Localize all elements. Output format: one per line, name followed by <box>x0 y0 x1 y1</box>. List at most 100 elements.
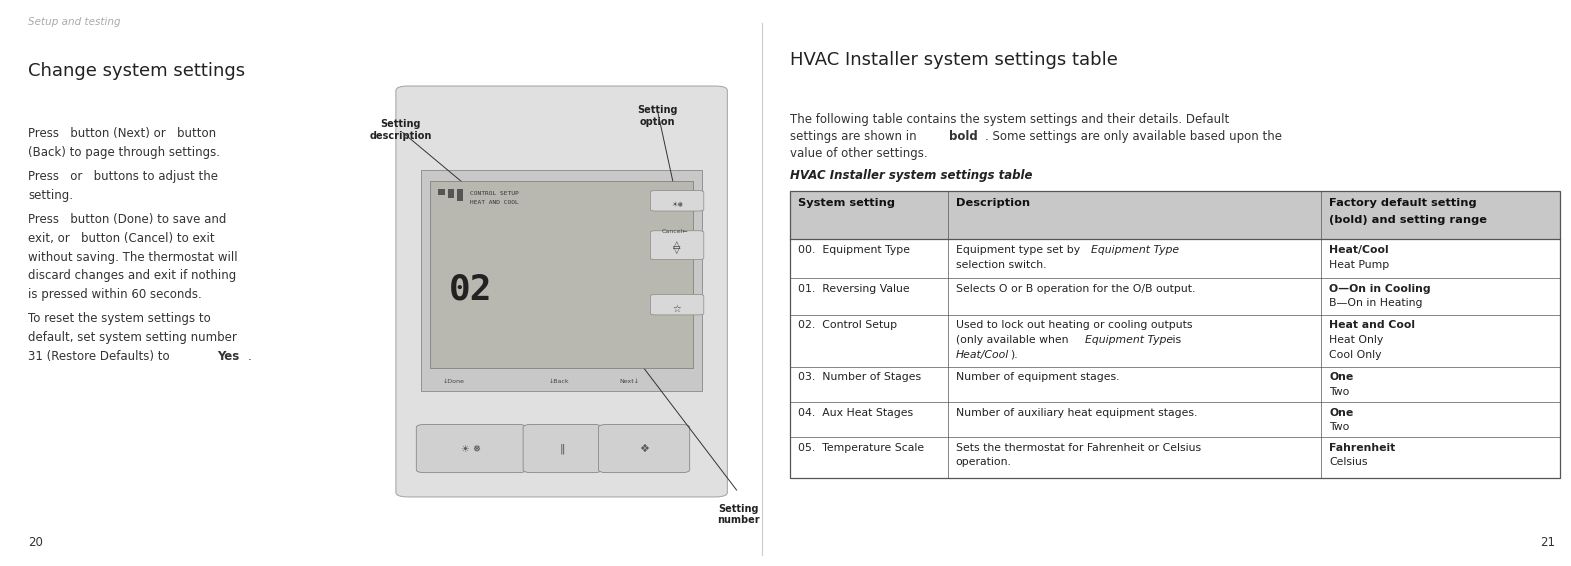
Text: Equipment Type: Equipment Type <box>1090 245 1178 255</box>
Text: 02.  Control Setup: 02. Control Setup <box>798 320 897 331</box>
Text: Press   button (Next) or   button: Press button (Next) or button <box>28 127 217 140</box>
Text: is: is <box>1169 335 1181 345</box>
Text: bold: bold <box>949 130 979 143</box>
Bar <box>448 189 454 198</box>
Text: Press   button (Done) to save and: Press button (Done) to save and <box>28 213 226 226</box>
Text: HVAC Installer system settings table: HVAC Installer system settings table <box>790 51 1119 69</box>
Bar <box>1321 402 1560 437</box>
Text: B—On in Heating: B—On in Heating <box>1329 298 1423 308</box>
Text: (bold) and setting range: (bold) and setting range <box>1329 215 1488 225</box>
Bar <box>1321 315 1560 367</box>
Text: 01.  Reversing Value: 01. Reversing Value <box>798 284 910 294</box>
FancyBboxPatch shape <box>396 86 727 497</box>
FancyBboxPatch shape <box>416 424 526 473</box>
Text: Cancel←: Cancel← <box>661 229 688 234</box>
Text: operation.: operation. <box>955 457 1012 468</box>
FancyBboxPatch shape <box>599 424 690 473</box>
Text: Fahrenheit: Fahrenheit <box>1329 443 1395 453</box>
Text: Two: Two <box>1329 422 1349 432</box>
Text: ☀ ❅: ☀ ❅ <box>462 444 481 454</box>
Text: O—On in Cooling: O—On in Cooling <box>1329 284 1431 294</box>
Bar <box>790 437 947 478</box>
Text: 21: 21 <box>1540 536 1555 549</box>
Text: without saving. The thermostat will: without saving. The thermostat will <box>28 251 237 264</box>
Text: ☀❅: ☀❅ <box>671 202 683 208</box>
Text: One: One <box>1329 372 1354 383</box>
Text: 00.  Equipment Type: 00. Equipment Type <box>798 245 910 255</box>
Text: 03.  Number of Stages: 03. Number of Stages <box>798 372 921 383</box>
Text: Change system settings: Change system settings <box>28 62 245 80</box>
Bar <box>1321 278 1560 315</box>
Text: Setting
description: Setting description <box>369 119 432 141</box>
Bar <box>947 239 1321 278</box>
Bar <box>947 367 1321 402</box>
Text: Press   or   buttons to adjust the: Press or buttons to adjust the <box>28 170 218 183</box>
Text: System setting: System setting <box>798 198 895 208</box>
Text: Number of equipment stages.: Number of equipment stages. <box>955 372 1120 383</box>
Bar <box>947 437 1321 478</box>
Text: Setting
number: Setting number <box>716 504 760 525</box>
Bar <box>457 190 463 201</box>
Text: exit, or   button (Cancel) to exit: exit, or button (Cancel) to exit <box>28 232 215 245</box>
FancyBboxPatch shape <box>650 231 704 260</box>
Bar <box>790 239 947 278</box>
FancyBboxPatch shape <box>421 170 702 391</box>
Bar <box>790 315 947 367</box>
Text: ↓Done: ↓Done <box>443 379 465 384</box>
Text: Two: Two <box>1329 387 1349 397</box>
Text: (Back) to page through settings.: (Back) to page through settings. <box>28 146 220 159</box>
Text: Heat/Cool: Heat/Cool <box>955 350 1009 360</box>
Text: ).: ). <box>1010 350 1018 360</box>
Text: settings are shown in: settings are shown in <box>790 130 921 143</box>
Text: The following table contains the system settings and their details. Default: The following table contains the system … <box>790 113 1230 126</box>
Text: default, set system setting number: default, set system setting number <box>28 331 237 344</box>
Text: HEAT AND COOL: HEAT AND COOL <box>470 200 518 204</box>
Text: (only available when: (only available when <box>955 335 1071 345</box>
Text: ▽: ▽ <box>674 245 680 255</box>
Bar <box>790 191 1560 478</box>
Bar <box>947 402 1321 437</box>
Text: Yes: Yes <box>217 350 239 363</box>
Bar <box>790 402 947 437</box>
Text: Selects O or B operation for the O/B output.: Selects O or B operation for the O/B out… <box>955 284 1196 294</box>
Text: Next↓: Next↓ <box>619 379 639 384</box>
Text: ☆: ☆ <box>672 304 682 314</box>
FancyBboxPatch shape <box>523 424 602 473</box>
Text: 20: 20 <box>28 536 42 549</box>
Bar <box>790 191 1560 239</box>
Text: Factory default setting: Factory default setting <box>1329 198 1477 208</box>
Text: CONTROL SETUP: CONTROL SETUP <box>470 191 518 196</box>
FancyBboxPatch shape <box>650 294 704 315</box>
Text: is pressed within 60 seconds.: is pressed within 60 seconds. <box>28 288 203 301</box>
Bar <box>947 278 1321 315</box>
Bar <box>1321 367 1560 402</box>
Bar <box>1321 437 1560 478</box>
Text: Celsius: Celsius <box>1329 457 1368 468</box>
Text: discard changes and exit if nothing: discard changes and exit if nothing <box>28 269 237 282</box>
Text: One: One <box>1329 408 1354 418</box>
Text: Heat Only: Heat Only <box>1329 335 1384 345</box>
Text: Equipment type set by: Equipment type set by <box>955 245 1084 255</box>
Text: 04.  Aux Heat Stages: 04. Aux Heat Stages <box>798 408 913 418</box>
Text: Number of auxiliary heat equipment stages.: Number of auxiliary heat equipment stage… <box>955 408 1197 418</box>
Text: Sets the thermostat for Fahrenheit or Celsius: Sets the thermostat for Fahrenheit or Ce… <box>955 443 1200 453</box>
Text: Setting
option: Setting option <box>638 105 677 127</box>
Bar <box>790 278 947 315</box>
Bar <box>438 189 445 195</box>
Text: value of other settings.: value of other settings. <box>790 147 928 160</box>
Text: Used to lock out heating or cooling outputs: Used to lock out heating or cooling outp… <box>955 320 1192 331</box>
Text: setting.: setting. <box>28 189 74 202</box>
Text: ❖: ❖ <box>639 444 649 454</box>
Text: HVAC Installer system settings table: HVAC Installer system settings table <box>790 169 1032 182</box>
Bar <box>947 315 1321 367</box>
Text: Description: Description <box>955 198 1031 208</box>
Text: ‖: ‖ <box>559 444 566 454</box>
Text: 31 (Restore Defaults) to: 31 (Restore Defaults) to <box>28 350 174 363</box>
FancyBboxPatch shape <box>430 181 693 368</box>
Text: 05.  Temperature Scale: 05. Temperature Scale <box>798 443 924 453</box>
Text: Setup and testing: Setup and testing <box>28 17 121 27</box>
Text: △: △ <box>674 240 680 250</box>
Bar <box>790 367 947 402</box>
Text: ↓Back: ↓Back <box>548 379 569 384</box>
Text: . Some settings are only available based upon the: . Some settings are only available based… <box>985 130 1282 143</box>
